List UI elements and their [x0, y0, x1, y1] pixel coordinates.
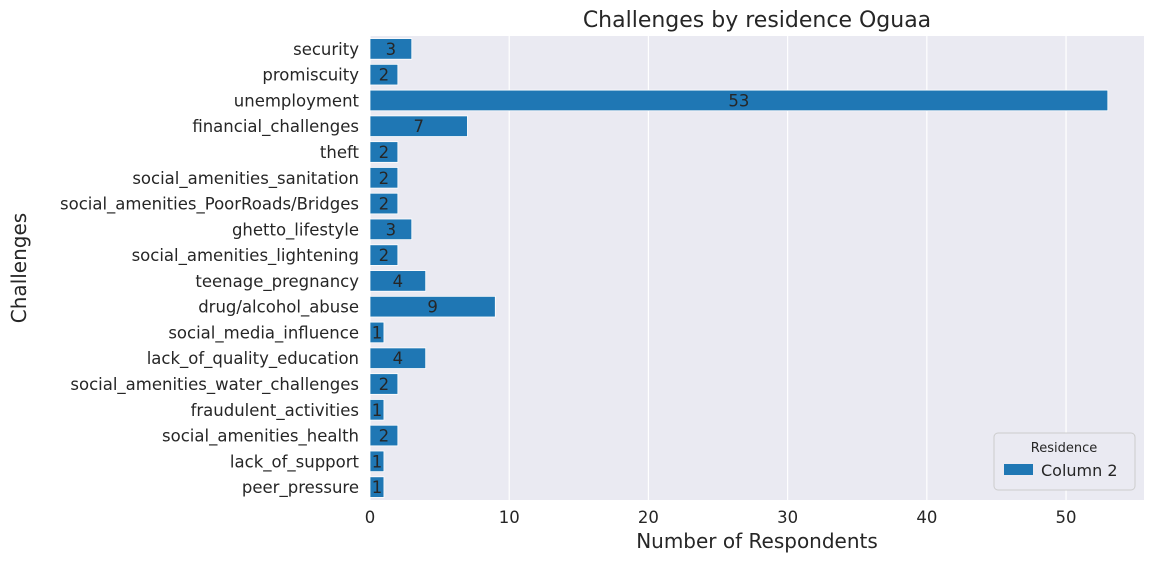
bar: [369, 424, 399, 447]
chart-title: Challenges by residence Oguaa: [583, 8, 931, 33]
x-axis-label: Number of Respondents: [636, 529, 878, 553]
plot-area: [370, 36, 1144, 500]
bar-value-label: 2: [379, 375, 390, 394]
bar-value-label: 2: [379, 66, 390, 85]
y-tick-label: social_amenities_lightening: [132, 246, 359, 266]
y-tick-label: social_media_influence: [168, 323, 359, 343]
bar: [369, 321, 385, 344]
bar: [369, 450, 385, 473]
y-tick-label: unemployment: [234, 91, 360, 110]
bar-value-label: 1: [372, 323, 383, 342]
legend-box: [993, 432, 1136, 491]
bar-value-label: 1: [372, 401, 383, 420]
y-tick-label: social_amenities_sanitation: [132, 169, 359, 189]
grid-lines: [369, 36, 1067, 500]
bar-value-label: 9: [427, 298, 438, 317]
x-tick-label: 0: [365, 508, 376, 527]
bar-value-label: 4: [393, 349, 404, 368]
bar: [369, 399, 385, 421]
bar: [369, 476, 385, 498]
bar-value-label: 3: [386, 40, 397, 59]
y-tick-label: drug/alcohol_abuse: [198, 298, 359, 318]
legend-swatch: [1004, 464, 1033, 475]
y-tick-label: teenage_pregnancy: [195, 272, 359, 292]
bar-value-label: 7: [413, 117, 424, 136]
bar: [369, 373, 399, 395]
y-tick-label: social_amenities_PoorRoads/Bridges: [60, 195, 359, 215]
y-tick-label: lack_of_support: [230, 452, 360, 472]
bar: [369, 192, 399, 215]
bar: [369, 244, 399, 266]
y-axis-label: Challenges: [7, 213, 31, 323]
legend-title: Residence: [1031, 441, 1097, 456]
legend-entry-label: Column 2: [1041, 461, 1118, 480]
bar-value-label: 4: [393, 272, 404, 291]
x-tick-label: 30: [777, 508, 798, 527]
y-tick-label: theft: [320, 143, 360, 162]
bar: [369, 141, 399, 163]
bar-value-label: 3: [386, 220, 397, 239]
x-tick-label: 10: [499, 508, 520, 527]
bar-value-label: 2: [379, 169, 390, 188]
bar: [369, 347, 427, 369]
y-tick-label: ghetto_lifestyle: [232, 220, 359, 240]
y-tick-label: promiscuity: [262, 66, 359, 85]
bar-value-label: 1: [372, 452, 383, 471]
bar: [369, 295, 496, 318]
bar: [369, 63, 399, 86]
bar: [369, 38, 413, 60]
legend: Residence Column 2: [993, 432, 1136, 491]
x-tick-label: 20: [638, 508, 659, 527]
y-tick-label: lack_of_quality_education: [147, 349, 359, 369]
y-tick-labels: security promiscuity unemployment financial…: [60, 40, 360, 498]
bar: [369, 167, 399, 189]
bar: [369, 115, 468, 137]
y-tick-label: security: [293, 40, 359, 59]
bars: [369, 38, 1109, 498]
y-tick-label: social_amenities_health: [162, 427, 359, 447]
y-tick-label: peer_pressure: [242, 478, 359, 498]
x-tick-label: 50: [1056, 508, 1077, 527]
bar-value-label: 2: [379, 143, 390, 162]
x-tick-label: 40: [916, 508, 937, 527]
bar: [369, 89, 1109, 112]
bar: [369, 218, 413, 241]
bar-value-label: 2: [379, 246, 390, 265]
bar-value-label: 1: [372, 478, 383, 497]
y-tick-label: financial_challenges: [192, 117, 359, 137]
y-tick-label: social_amenities_water_challenges: [70, 375, 359, 395]
bar-value-label: 2: [379, 427, 390, 446]
y-tick-label: fraudulent_activities: [191, 401, 359, 421]
bar: [369, 270, 427, 292]
x-tick-labels: 0 10 20 30 40 50: [365, 508, 1077, 527]
bar-value-label: 2: [379, 195, 390, 214]
bar-value-label: 53: [728, 91, 749, 110]
